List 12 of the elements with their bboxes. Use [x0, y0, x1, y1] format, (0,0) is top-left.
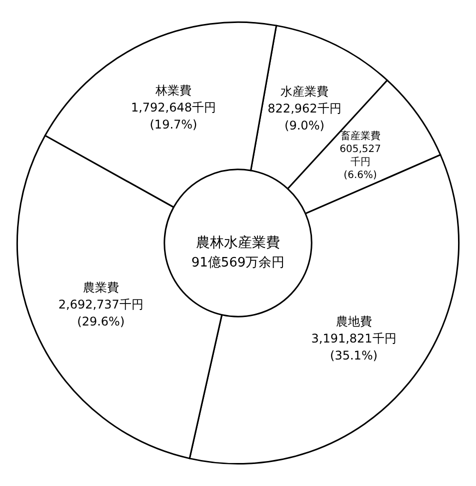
slice-label: 農業費 [82, 280, 119, 294]
slice-label: 水産業費 [280, 84, 328, 98]
data-label: 822,962千円 (9.0%) [268, 101, 342, 132]
slice-label: 畜産業費 [340, 130, 380, 142]
data-label: 2,692,737千円 (29.6%) [58, 297, 144, 328]
slice-label: 林業費 [154, 83, 192, 98]
text: 農林水産業費 [196, 235, 280, 251]
data-label: 3,191,821千円 (35.1%) [311, 332, 396, 363]
slice-label: 農地費 [336, 314, 372, 329]
data-label: 605,527 千円 (6.6%) [340, 144, 381, 181]
data-label: 1,792,648千円 (19.7%) [130, 100, 216, 132]
text: 91億569万余円 [191, 256, 285, 270]
